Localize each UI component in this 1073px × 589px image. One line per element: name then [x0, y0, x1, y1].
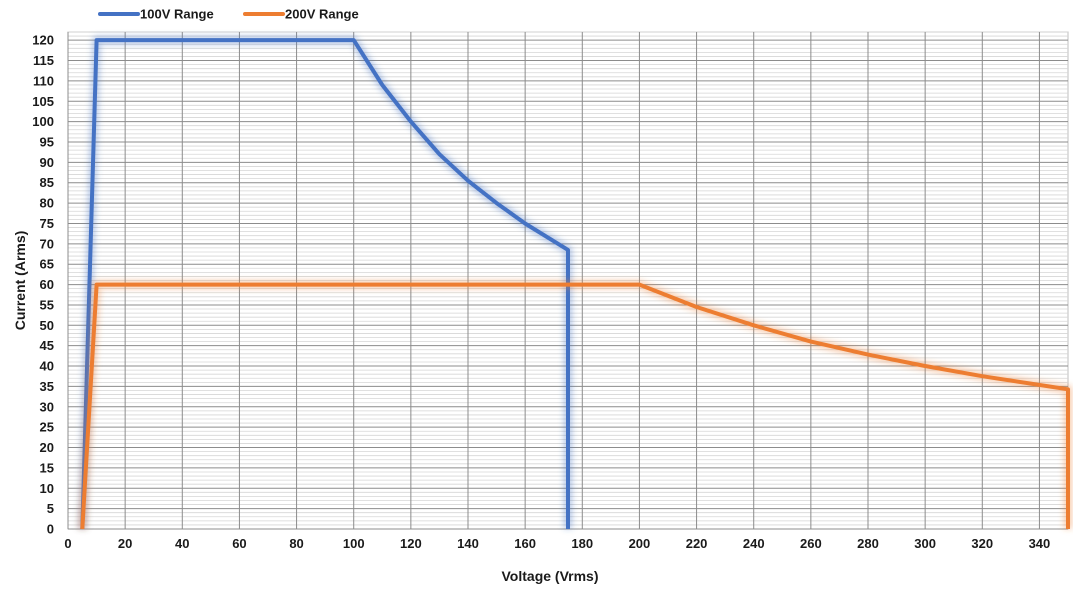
x-tick-label: 240: [743, 536, 765, 551]
x-tick-label: 80: [289, 536, 303, 551]
x-tick-label: 220: [686, 536, 708, 551]
y-tick-label: 115: [33, 53, 54, 68]
legend-item: 100V Range: [98, 7, 214, 22]
y-tick-label: 25: [40, 420, 54, 435]
y-tick-label: 55: [40, 297, 54, 312]
x-tick-label: 60: [232, 536, 246, 551]
x-tick-label: 300: [914, 536, 936, 551]
x-tick-label: 140: [457, 536, 479, 551]
y-tick-label: 50: [40, 318, 54, 333]
y-tick-label: 40: [40, 359, 54, 374]
legend-label: 200V Range: [285, 7, 359, 22]
x-tick-label: 260: [800, 536, 822, 551]
x-tick-label: 40: [175, 536, 189, 551]
x-tick-label: 180: [571, 536, 593, 551]
x-tick-label: 320: [971, 536, 993, 551]
x-tick-label: 120: [400, 536, 422, 551]
y-tick-label: 20: [40, 440, 54, 455]
legend-label: 100V Range: [140, 7, 214, 22]
x-tick-label: 0: [64, 536, 71, 551]
y-tick-label: 100: [32, 114, 54, 129]
series-line: [80, 38, 570, 530]
legend: 100V Range 200V Range: [98, 7, 359, 22]
x-tick-label: 100: [343, 536, 365, 551]
y-tick-label: 65: [40, 257, 54, 272]
y-tick-label: 110: [33, 73, 54, 88]
x-tick-label: 280: [857, 536, 879, 551]
y-tick-label: 75: [40, 216, 54, 231]
y-tick-label: 95: [40, 134, 54, 149]
x-tick-label: 200: [629, 536, 651, 551]
series-1: [77, 35, 573, 530]
x-axis-title: Voltage (Vrms): [502, 568, 599, 584]
y-tick-label: 120: [32, 33, 54, 48]
y-tick-label: 70: [40, 236, 54, 251]
y-tick-label: 45: [40, 338, 54, 353]
y-tick-label: 105: [32, 94, 54, 109]
y-axis-ticks: 0 5 10 15 20 25 30 35 40 45 50 55 60 65 70 75 80 85 90 95 10…: [32, 33, 54, 537]
y-axis-title: Current (Arms): [12, 231, 28, 331]
y-tick-label: 80: [40, 196, 54, 211]
y-tick-label: 10: [40, 481, 54, 496]
x-tick-label: 160: [514, 536, 536, 551]
series-2: [77, 280, 1073, 530]
y-tick-label: 35: [40, 379, 54, 394]
y-tick-label: 85: [40, 175, 54, 190]
x-tick-label: 20: [118, 536, 132, 551]
y-tick-label: 60: [40, 277, 54, 292]
y-tick-label: 90: [40, 155, 54, 170]
y-tick-label: 5: [47, 501, 54, 516]
series-line: [80, 282, 1070, 530]
y-tick-label: 15: [40, 460, 54, 475]
y-tick-label: 30: [40, 399, 54, 414]
y-tick-label: 0: [47, 522, 54, 537]
x-axis-ticks: 0 20 40 60 80 100 120 140 160 180 200 220 240 260 280 3…: [64, 536, 1050, 551]
series-layer: [77, 35, 1073, 530]
legend-item: 200V Range: [243, 7, 359, 22]
x-tick-label: 340: [1029, 536, 1051, 551]
